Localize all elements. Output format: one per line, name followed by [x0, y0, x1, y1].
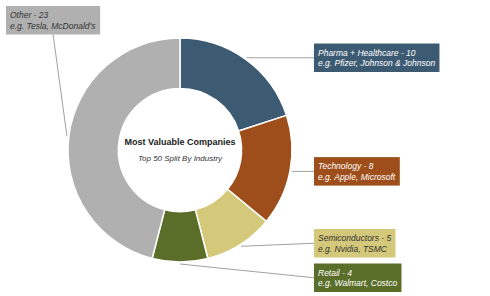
labels: Pharma + Healthcare - 10e.g. Pfizer, Joh… — [6, 6, 439, 292]
leader-line — [292, 171, 314, 172]
slice — [180, 38, 287, 131]
label-line: e.g. Nvidia, TSMC — [318, 244, 388, 254]
leader-line — [241, 243, 314, 246]
leader-line — [180, 264, 314, 278]
leader-lines — [53, 35, 314, 278]
label-box — [314, 264, 401, 293]
leader-line — [247, 57, 314, 58]
label-line: e.g. Tesla, McDonald's — [10, 21, 96, 31]
callout: Technology - 8e.g. Apple, Microsoft — [314, 157, 400, 186]
label-line: e.g. Walmart, Costco — [318, 278, 397, 288]
slices — [68, 38, 292, 262]
callout: Pharma + Healthcare - 10e.g. Pfizer, Joh… — [314, 44, 439, 73]
label-box — [314, 44, 439, 73]
label-box — [314, 229, 395, 258]
title: Most Valuable Companies — [124, 137, 235, 147]
slice — [195, 189, 266, 258]
label-line: Retail - 4 — [318, 268, 352, 278]
label: Pharma + Healthcare - 10e.g. Pfizer, Joh… — [318, 48, 435, 69]
label-box — [314, 157, 400, 186]
callout: Other - 23e.g. Tesla, McDonald's — [6, 6, 100, 35]
label-line: e.g. Pfizer, Johnson & Johnson — [318, 58, 435, 68]
label-line: Technology - 8 — [318, 161, 374, 171]
callout: Semiconductors - 5e.g. Nvidia, TSMC — [314, 229, 395, 258]
label-line: Other - 23 — [10, 10, 49, 20]
label-line: Pharma + Healthcare - 10 — [318, 48, 416, 58]
label: Retail - 4e.g. Walmart, Costco — [318, 268, 397, 289]
leader-line — [53, 35, 67, 136]
label-box — [6, 6, 100, 35]
slice — [68, 38, 180, 258]
label-line: Semiconductors - 5 — [318, 233, 391, 243]
label-line: e.g. Apple, Microsoft — [318, 172, 396, 182]
subtitle: Top 50 Split By Industry — [138, 154, 223, 163]
chart-svg: Most Valuable Companies Top 50 Split By I… — [0, 0, 490, 296]
label: Technology - 8e.g. Apple, Microsoft — [318, 161, 396, 182]
label: Other - 23e.g. Tesla, McDonald's — [10, 10, 96, 31]
label: Semiconductors - 5e.g. Nvidia, TSMC — [318, 233, 391, 254]
chart-container: Most Valuable Companies Top 50 Split By I… — [0, 0, 490, 296]
callout: Retail - 4e.g. Walmart, Costco — [314, 264, 401, 293]
